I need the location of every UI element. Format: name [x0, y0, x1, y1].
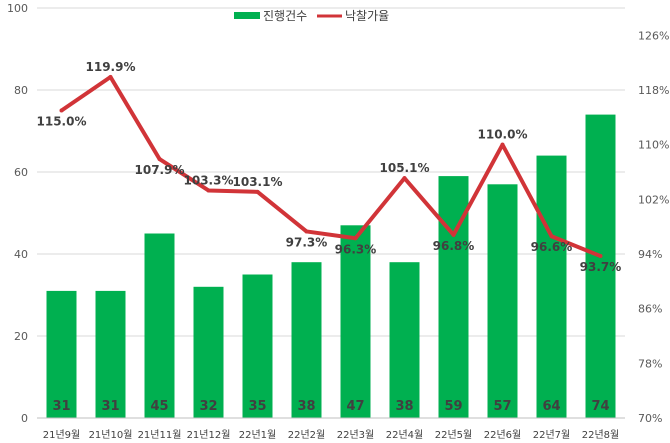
y-left-tick-label: 0	[21, 412, 28, 425]
line-data-label: 107.9%	[135, 163, 185, 177]
x-tick-label: 22년5월	[435, 429, 473, 441]
line-point	[304, 229, 309, 234]
y-right-tick-label: 110%	[638, 139, 669, 152]
x-tick-label: 22년3월	[337, 429, 375, 441]
x-tick-label: 22년2월	[288, 429, 326, 441]
legend-label-bar: 진행건수	[263, 8, 307, 23]
bar-data-label: 31	[52, 399, 70, 414]
line-point	[451, 232, 456, 237]
y-left-tick-label: 40	[14, 248, 28, 261]
line-series	[60, 75, 602, 258]
line-data-label: 96.3%	[335, 242, 377, 256]
legend: 진행건수 낙찰가율	[234, 8, 389, 23]
y-right-tick-label: 94%	[638, 248, 662, 261]
line-point	[500, 142, 505, 147]
x-tick-label: 22년4월	[386, 429, 424, 441]
legend-swatch-bar	[234, 12, 260, 19]
line-data-label: 96.6%	[531, 240, 573, 254]
line-point	[353, 236, 358, 241]
bar	[340, 225, 371, 418]
bar	[46, 290, 77, 418]
bar-data-label: 38	[395, 399, 413, 414]
line-data-label: 119.9%	[86, 60, 136, 74]
bar-data-label: 32	[199, 399, 217, 414]
bar	[536, 155, 567, 418]
bar-data-label: 35	[248, 399, 266, 414]
y-right-tick-label: 102%	[638, 193, 669, 206]
line-point	[255, 189, 260, 194]
line-point	[549, 234, 554, 239]
line-data-label: 97.3%	[286, 235, 328, 249]
x-tick-label: 22년6월	[484, 429, 522, 441]
line-point	[206, 188, 211, 193]
bar-data-label: 47	[346, 399, 364, 414]
y-right-tick-label: 70%	[638, 412, 662, 425]
bar-data-label: 57	[493, 399, 511, 414]
bar	[389, 262, 420, 418]
y-left-tick-label: 80	[14, 84, 28, 97]
line-point	[108, 75, 113, 80]
x-tick-label: 21년10월	[89, 429, 133, 441]
y-left-tick-label: 20	[14, 330, 28, 343]
line-point	[598, 254, 603, 259]
bar-data-label: 64	[542, 399, 560, 414]
x-tick-label: 21년12월	[187, 429, 231, 441]
x-tick-label: 21년9월	[43, 429, 81, 441]
legend-label-line: 낙찰가율	[345, 9, 389, 23]
x-tick-label: 22년1월	[239, 429, 277, 441]
line-data-label: 103.3%	[184, 173, 234, 187]
y-left-tick-label: 100	[7, 2, 28, 15]
line-data-label: 110.0%	[478, 128, 528, 142]
bar	[585, 114, 616, 418]
bar-data-label: 31	[101, 399, 119, 414]
y-left-tick-label: 60	[14, 166, 28, 179]
bar	[487, 184, 518, 418]
y-right-tick-label: 78%	[638, 357, 662, 370]
bar	[193, 286, 224, 418]
line-data-label: 96.8%	[433, 239, 475, 253]
bar	[242, 274, 273, 418]
x-tick-label: 22년7월	[533, 429, 571, 441]
bar	[95, 290, 126, 418]
line-point	[402, 176, 407, 181]
line-data-label: 103.1%	[233, 175, 283, 189]
x-tick-label: 21년11월	[138, 429, 182, 441]
line-data-label: 93.7%	[580, 260, 622, 274]
bar	[144, 233, 175, 418]
bar-data-label: 45	[150, 399, 168, 414]
bar-data-label: 59	[444, 399, 462, 414]
line-data-label: 105.1%	[380, 161, 430, 175]
y-right-tick-label: 86%	[638, 303, 662, 316]
bar-data-label: 74	[591, 399, 609, 414]
bar	[291, 262, 322, 418]
x-tick-label: 22년8월	[582, 429, 620, 441]
line-data-label: 115.0%	[37, 115, 87, 129]
y-right-tick-label: 126%	[638, 29, 669, 42]
bar-data-label: 38	[297, 399, 315, 414]
y-right-tick-label: 118%	[638, 84, 669, 97]
line-point	[157, 157, 162, 162]
line-point	[59, 108, 64, 113]
